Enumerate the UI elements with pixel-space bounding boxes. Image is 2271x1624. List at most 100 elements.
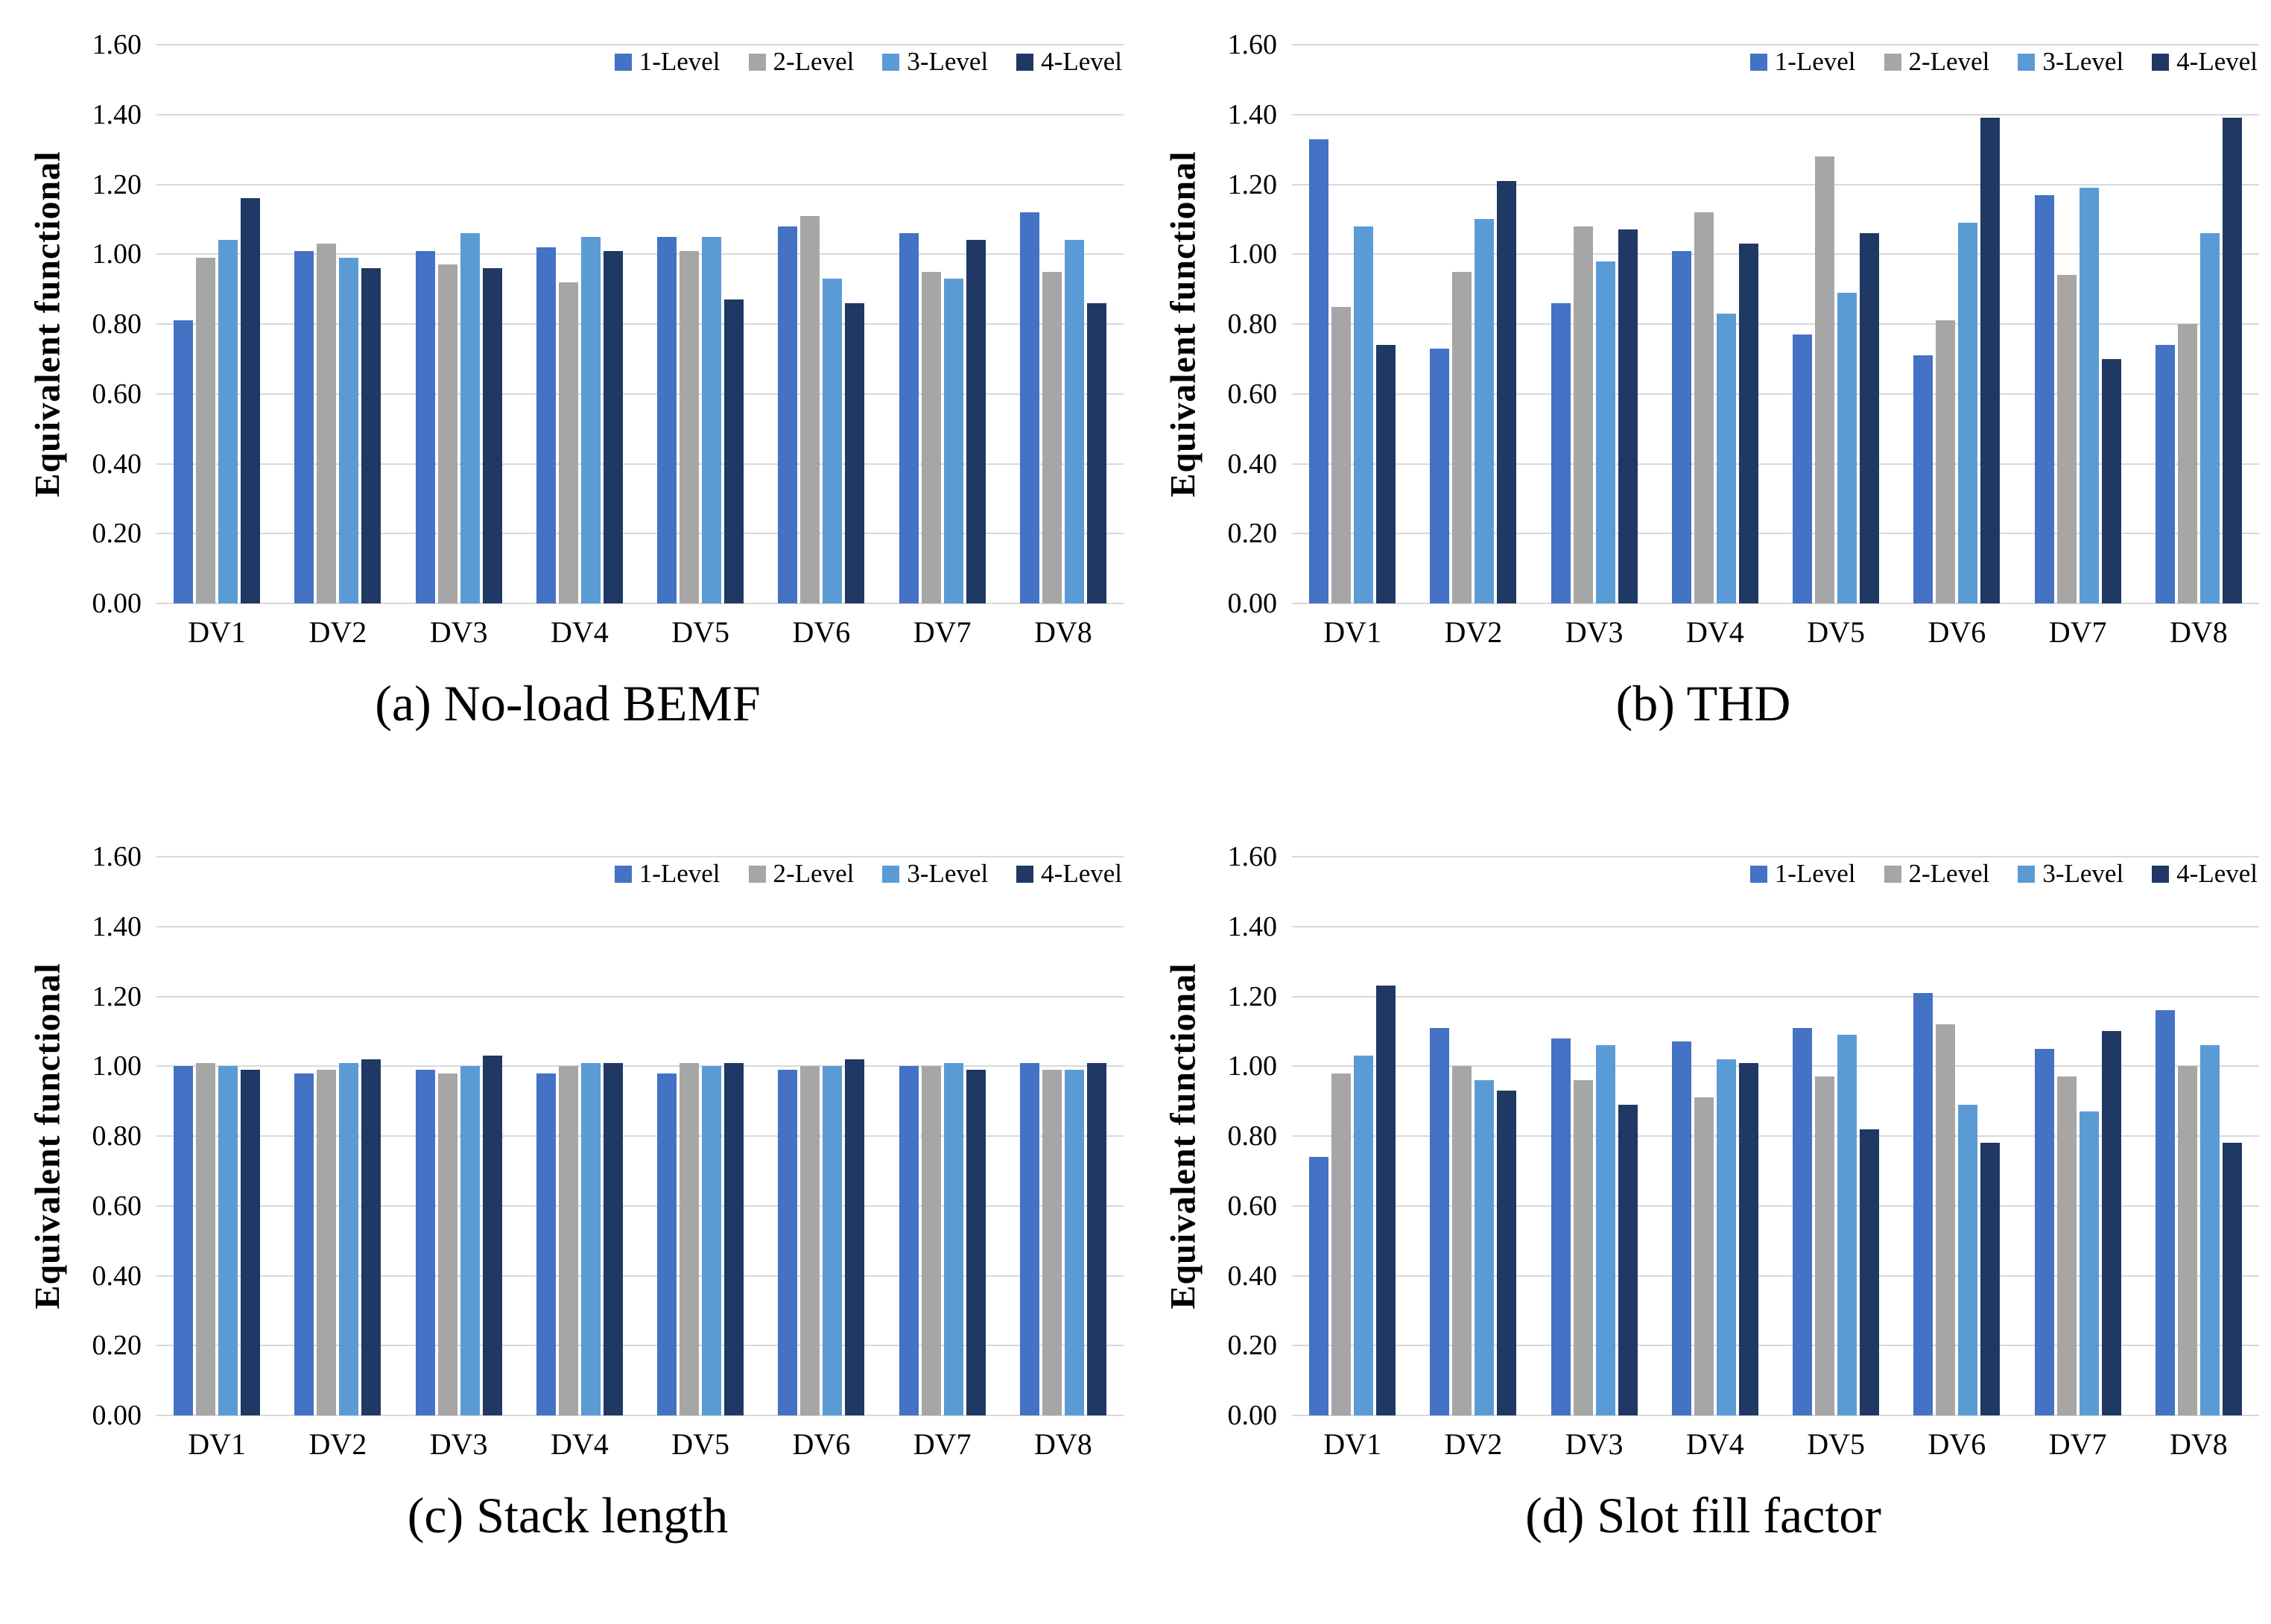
- bar: [1065, 1070, 1084, 1415]
- y-tick-label: 0.20: [1227, 518, 1278, 550]
- gridline: [156, 603, 1124, 604]
- bar: [2057, 275, 2077, 603]
- y-tick-label: 0.40: [92, 448, 142, 480]
- bar: [416, 1070, 435, 1415]
- bar: [1672, 1041, 1691, 1415]
- legend-item: 1-Level: [614, 860, 720, 888]
- bar: [800, 1066, 820, 1415]
- legend-item: 3-Level: [2018, 48, 2123, 76]
- bar: [1309, 1157, 1328, 1415]
- gridline: [1292, 1415, 2259, 1416]
- bar: [2035, 1049, 2054, 1415]
- gridline: [1292, 925, 2259, 927]
- bar: [483, 1056, 502, 1415]
- bar: [416, 251, 435, 603]
- legend-label: 4-Level: [1041, 47, 1122, 76]
- legend-item: 4-Level: [1016, 860, 1122, 888]
- bar: [1574, 1080, 1593, 1415]
- bar: [1020, 1063, 1039, 1415]
- y-tick-label: 1.00: [1227, 238, 1278, 270]
- legend-label: 4-Level: [2176, 859, 2258, 888]
- gridline: [156, 393, 1124, 395]
- bar: [196, 1063, 215, 1415]
- bar: [361, 1059, 381, 1415]
- bar: [1739, 244, 1758, 603]
- y-tick-label: 1.20: [92, 980, 142, 1012]
- bar: [2178, 324, 2197, 603]
- bar: [1936, 320, 1955, 603]
- bar: [657, 1073, 677, 1415]
- bar: [2080, 1111, 2099, 1415]
- bar: [581, 1063, 601, 1415]
- bar: [1475, 219, 1494, 603]
- legend-swatch-icon: [882, 53, 900, 71]
- legend-item: 2-Level: [748, 47, 855, 76]
- bar: [559, 1066, 578, 1415]
- gridline: [1292, 1275, 2259, 1277]
- gridline: [156, 253, 1124, 256]
- bar: [536, 247, 556, 603]
- bar: [2080, 188, 2099, 603]
- y-tick-label: 1.60: [92, 29, 142, 60]
- bar: [944, 279, 963, 603]
- bar: [1376, 345, 1396, 603]
- gridline: [1292, 1135, 2259, 1137]
- bar: [1452, 272, 1472, 603]
- bar: [1793, 334, 1812, 603]
- bar: [1354, 1056, 1373, 1415]
- bar: [1497, 181, 1516, 603]
- y-tick-label: 1.40: [1227, 98, 1278, 130]
- y-tick-label: 0.80: [1227, 1120, 1278, 1152]
- y-tick-label: 1.60: [92, 841, 142, 872]
- gridline: [1292, 533, 2259, 535]
- gridline: [1292, 1345, 2259, 1347]
- bar: [1860, 233, 1879, 603]
- legend-label: 1-Level: [1774, 47, 1856, 76]
- gridline: [156, 1275, 1124, 1277]
- bar: [1309, 139, 1328, 603]
- x-tick-label: DV4: [550, 615, 609, 649]
- legend-swatch-icon: [1749, 865, 1767, 883]
- x-tick-label: DV5: [671, 615, 730, 649]
- bar: [1980, 1143, 2000, 1415]
- bar: [966, 240, 986, 603]
- legend-item: 1-Level: [1749, 860, 1856, 888]
- gridline: [1292, 183, 2259, 185]
- legend-item: 4-Level: [2152, 48, 2258, 76]
- bar: [1694, 212, 1714, 603]
- gridline: [1292, 1065, 2259, 1068]
- x-tick-label: DV1: [188, 1427, 247, 1461]
- legend-swatch-icon: [1749, 53, 1767, 71]
- bar: [460, 233, 480, 603]
- x-tick-label: DV2: [1444, 1427, 1503, 1461]
- y-tick-label: 0.40: [1227, 1260, 1278, 1292]
- legend-item: 2-Level: [1884, 48, 1989, 76]
- x-tick-label: DV7: [2048, 1427, 2107, 1461]
- gridline: [156, 533, 1124, 535]
- bar: [1618, 229, 1638, 603]
- gridline: [1292, 44, 2259, 45]
- legend-label: 1-Level: [639, 47, 720, 76]
- legend-label: 2-Level: [773, 47, 855, 76]
- bar: [1087, 303, 1106, 603]
- bar: [1551, 1038, 1571, 1415]
- bar: [581, 237, 601, 603]
- bar: [241, 198, 260, 603]
- bar: [1574, 226, 1593, 603]
- x-tick-label: DV6: [792, 615, 851, 649]
- legend-swatch-icon: [2152, 865, 2170, 883]
- bar: [1376, 986, 1396, 1415]
- legend-label: 3-Level: [2042, 859, 2124, 888]
- bar: [1860, 1129, 1879, 1415]
- gridline: [156, 1345, 1124, 1347]
- bar: [559, 282, 578, 603]
- x-tick-label: DV2: [308, 615, 367, 649]
- bar: [1087, 1063, 1106, 1415]
- bar: [218, 1066, 238, 1415]
- bar: [680, 1063, 699, 1415]
- bar: [174, 1066, 193, 1415]
- bar: [1551, 303, 1571, 603]
- x-tick-label: DV3: [1565, 615, 1624, 649]
- bar: [702, 1066, 721, 1415]
- legend-swatch-icon: [1884, 865, 1901, 883]
